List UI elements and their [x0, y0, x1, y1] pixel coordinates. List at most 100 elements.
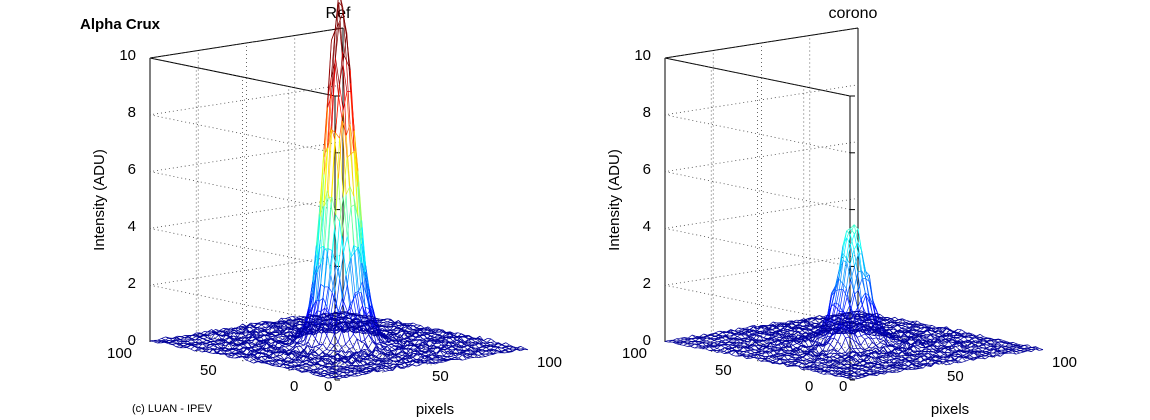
- mesh-segment: [319, 149, 325, 217]
- mesh-segment: [292, 346, 297, 351]
- mesh-segment: [331, 57, 336, 130]
- mesh-segment: [327, 129, 333, 199]
- mesh-segment: [374, 366, 379, 369]
- mesh-segment: [295, 322, 300, 325]
- mesh-segment: [410, 342, 415, 347]
- mesh-segment: [337, 347, 342, 353]
- mesh-segment: [329, 325, 334, 328]
- mesh-segment: [341, 356, 346, 359]
- mesh-segment: [262, 347, 267, 352]
- mesh-segment: [184, 339, 189, 341]
- mesh-segment: [321, 364, 326, 367]
- mesh-segment: [315, 204, 321, 246]
- mesh-segment: [282, 341, 287, 343]
- mesh-segment: [207, 331, 212, 334]
- mesh-segment: [327, 129, 333, 148]
- mesh-segment: [303, 320, 308, 322]
- mesh-segment: [386, 353, 391, 356]
- mesh-segment: [497, 344, 502, 348]
- mesh-segment: [334, 267, 339, 293]
- mesh-segment: [342, 110, 348, 158]
- mesh-segment: [305, 369, 310, 371]
- mesh-segment: [285, 318, 289, 320]
- mesh-segment: [425, 346, 430, 349]
- mesh-segment: [383, 348, 388, 352]
- mesh-segment: [302, 362, 307, 366]
- mesh-segment: [260, 330, 265, 332]
- mesh-segment: [350, 369, 355, 375]
- x-axis-label: pixels: [416, 401, 454, 418]
- mesh-segment: [336, 325, 341, 331]
- mesh-segment: [390, 358, 395, 362]
- mesh-segment: [249, 329, 254, 333]
- mesh-segment: [180, 339, 185, 341]
- mesh-segment: [379, 325, 383, 327]
- mesh-segment: [319, 246, 324, 301]
- mesh-segment: [335, 83, 340, 133]
- mesh-segment: [395, 345, 400, 350]
- mesh-segment: [401, 358, 406, 361]
- mesh-segment: [197, 349, 202, 353]
- mesh-segment: [294, 365, 299, 368]
- mesh-segment: [316, 375, 321, 377]
- mesh-segment: [304, 332, 309, 341]
- mesh-segment: [216, 349, 221, 353]
- mesh-segment: [405, 358, 410, 363]
- mesh-segment: [367, 354, 372, 359]
- mesh-segment: [345, 344, 350, 350]
- mesh-segment: [359, 327, 364, 331]
- mesh-segment: [345, 350, 350, 354]
- mesh-segment: [217, 341, 222, 344]
- mesh-segment: [330, 30, 336, 78]
- mesh-segment: [338, 377, 343, 380]
- mesh-segment: [324, 198, 329, 250]
- mesh-segment: [238, 353, 244, 357]
- mesh-segment: [319, 316, 324, 318]
- mesh-segment: [272, 326, 277, 333]
- mesh-segment: [176, 339, 181, 342]
- mesh-segment: [338, 267, 343, 299]
- mesh-segment: [296, 346, 301, 353]
- mesh-segment: [243, 352, 248, 355]
- mesh-segment: [379, 345, 384, 350]
- mesh-segment: [302, 355, 308, 362]
- mesh-segment: [306, 359, 311, 362]
- mesh-segment: [398, 348, 403, 350]
- mesh-segment: [275, 334, 280, 337]
- mesh-segment: [320, 249, 325, 285]
- x-tick-label: 100: [107, 345, 132, 362]
- mesh-segment: [330, 342, 335, 346]
- mesh-segment: [412, 354, 418, 358]
- mesh-segment: [318, 329, 322, 331]
- mesh-segment: [254, 350, 259, 352]
- mesh-segment: [277, 348, 282, 352]
- mesh-segment: [379, 321, 384, 324]
- mesh-segment: [436, 349, 441, 354]
- mesh-segment: [251, 347, 256, 351]
- mesh-segment: [342, 120, 347, 195]
- mesh-segment: [292, 351, 297, 353]
- mesh-segment: [333, 326, 338, 330]
- mesh-segment: [344, 358, 349, 362]
- mesh-segment: [307, 357, 312, 360]
- mesh-segment: [340, 324, 345, 329]
- mesh-segment: [351, 370, 355, 373]
- mesh-segment: [321, 358, 326, 361]
- mesh-segment: [354, 251, 359, 292]
- mesh-segment: [277, 341, 282, 346]
- mesh-segment: [176, 342, 181, 345]
- mesh-segment: [462, 358, 467, 361]
- mesh-segment: [233, 332, 238, 335]
- mesh-segment: [398, 353, 403, 356]
- mesh-segment: [257, 357, 262, 361]
- mesh-segment: [406, 344, 411, 349]
- mesh-segment: [308, 282, 313, 310]
- mesh-segment: [311, 338, 316, 349]
- mesh-segment: [227, 327, 232, 331]
- mesh-segment: [245, 334, 250, 337]
- mesh-segment: [218, 335, 223, 341]
- mesh-segment: [187, 343, 192, 346]
- mesh-segment: [348, 360, 353, 364]
- mesh-segment: [244, 337, 249, 342]
- mesh-segment: [368, 323, 373, 328]
